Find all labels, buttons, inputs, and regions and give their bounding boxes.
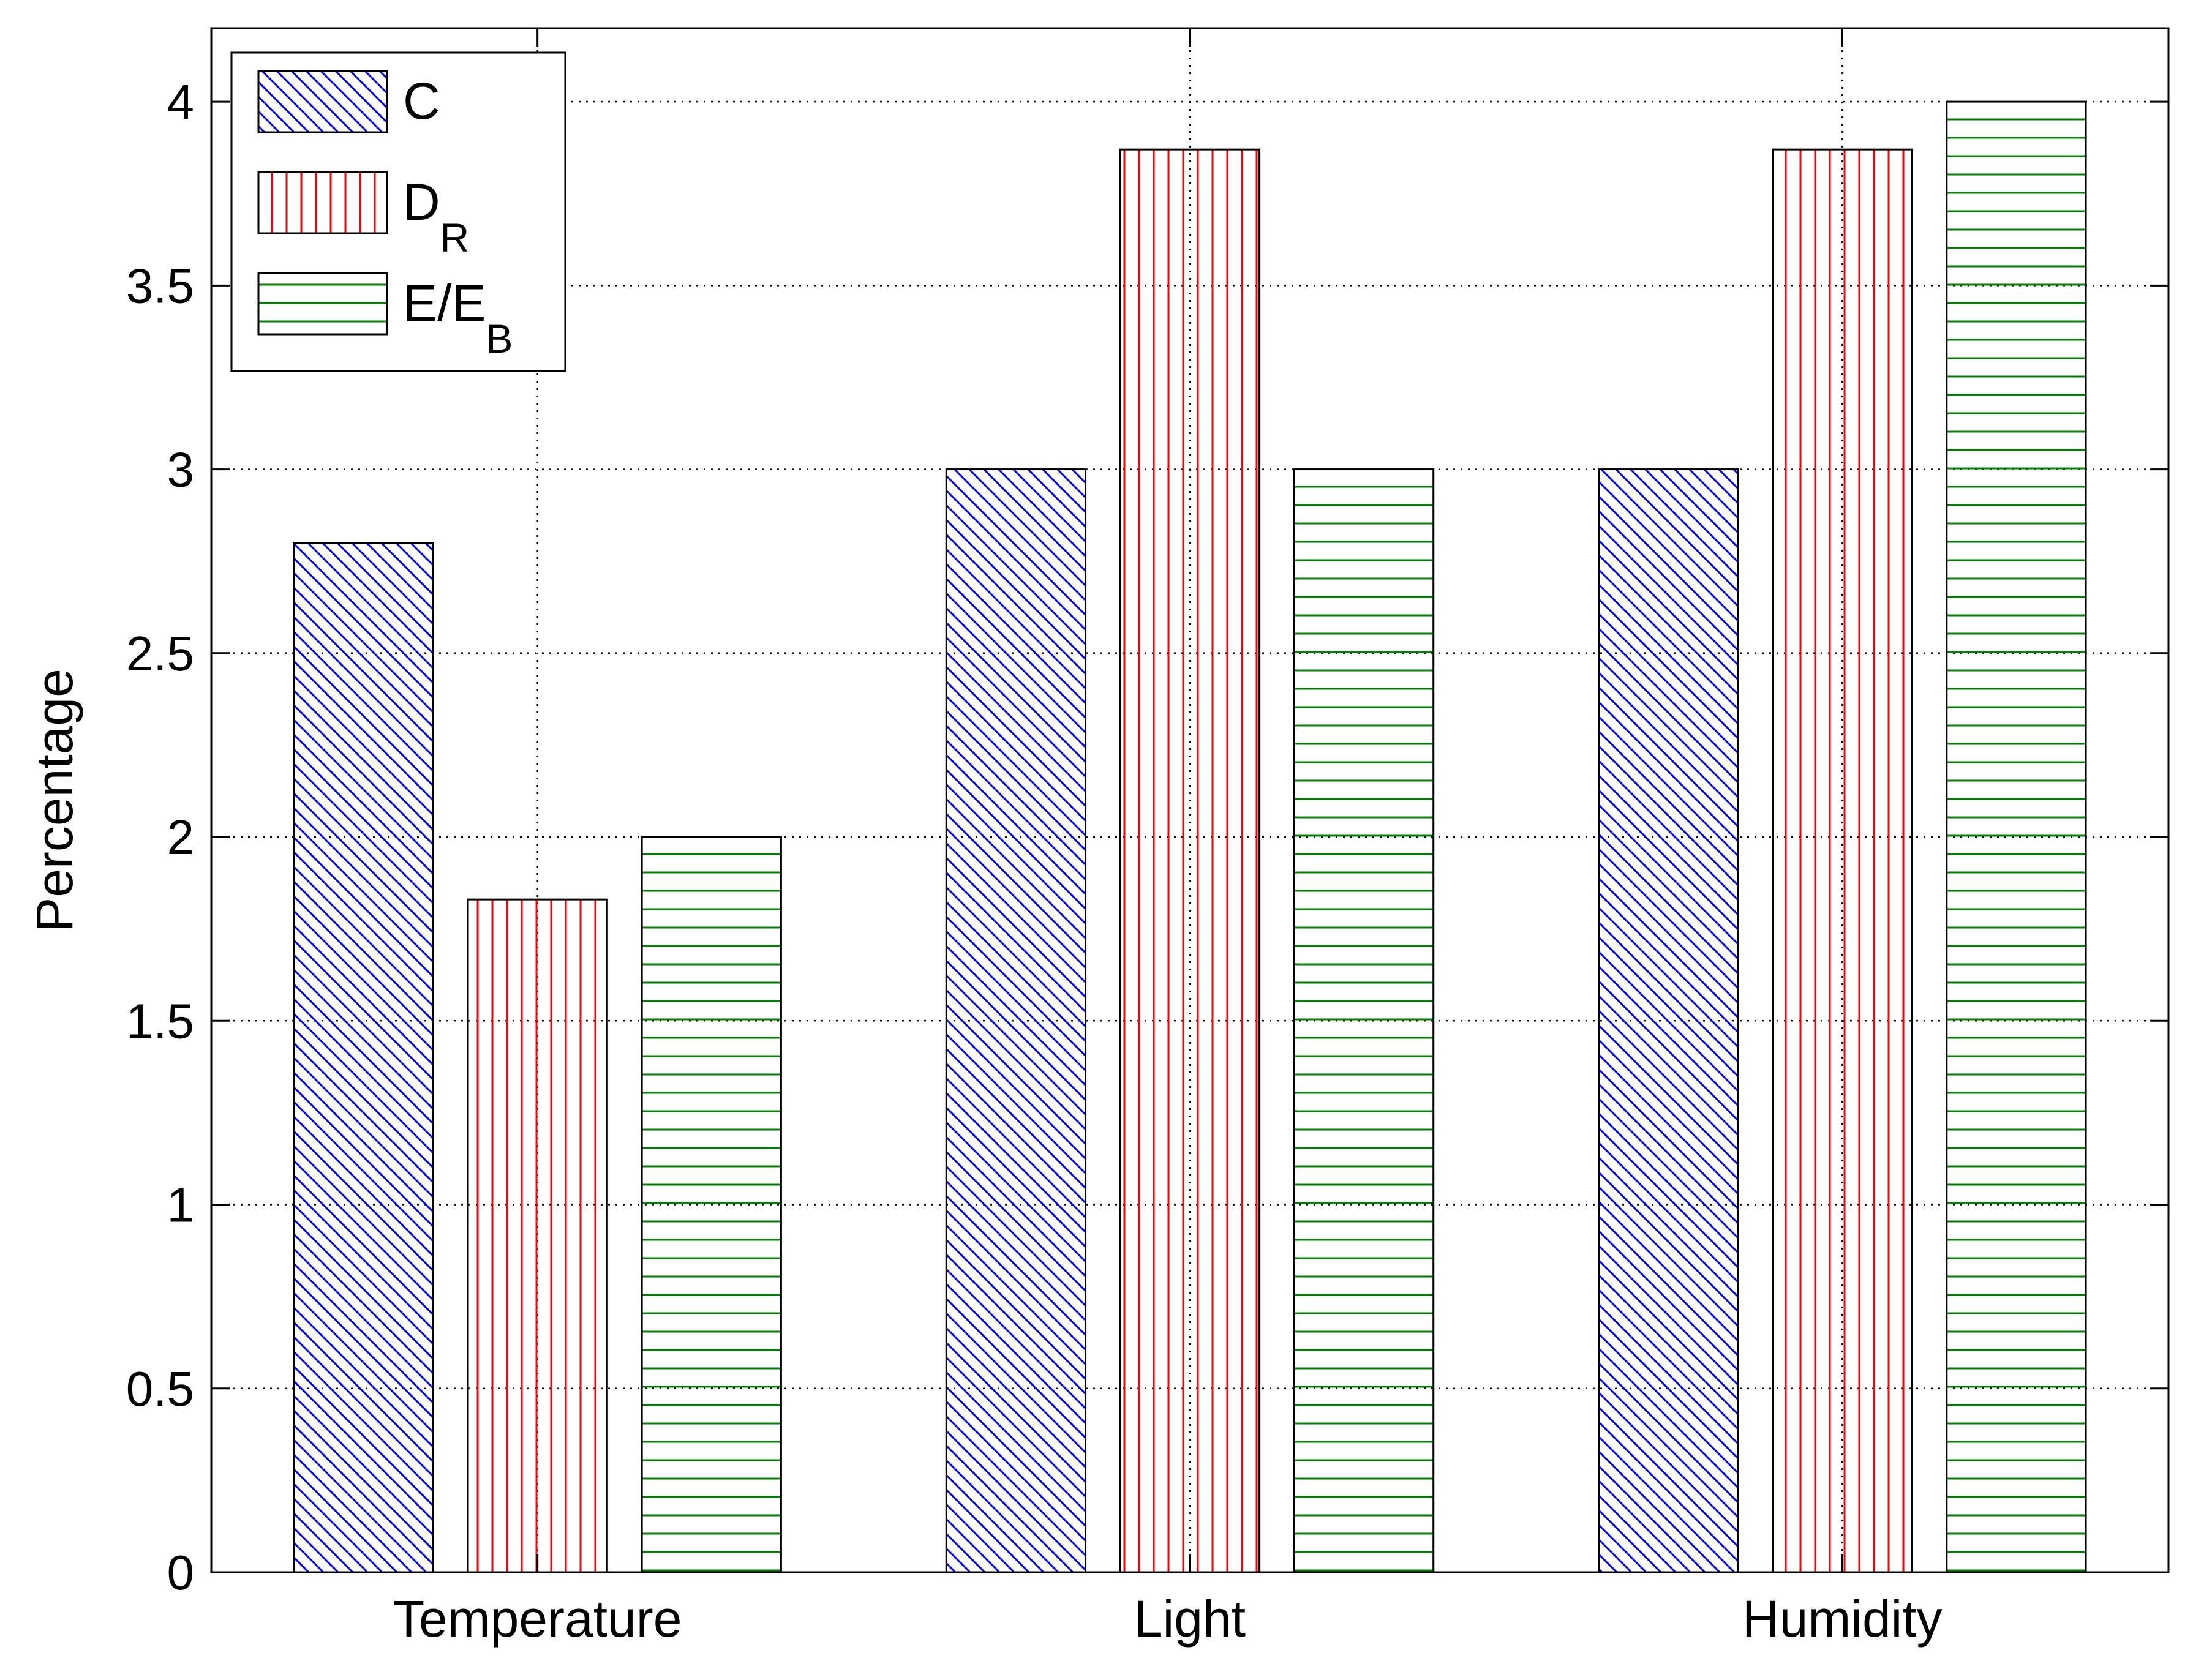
bar-d-temperature <box>467 898 608 1573</box>
legend-swatch <box>257 272 388 336</box>
legend-swatch <box>257 171 388 234</box>
y-tick-label: 4 <box>167 75 195 129</box>
bar-d-humidity <box>1772 148 1913 1573</box>
x-tick-label: Temperature <box>393 1590 682 1648</box>
legend-label: E/EB <box>403 274 513 361</box>
y-tick-label: 2.5 <box>126 626 194 681</box>
legend-label-main: D <box>403 173 440 231</box>
y-tick-label: 2 <box>167 810 195 864</box>
legend-label-subscript: R <box>440 215 470 260</box>
legend-label-main: C <box>403 72 440 130</box>
bar-ee-humidity <box>1946 100 2087 1573</box>
x-tick-label: Humidity <box>1742 1590 1943 1648</box>
bar-d-light <box>1119 148 1261 1573</box>
bar-ee-temperature <box>641 836 782 1573</box>
y-tick-label: 3 <box>167 443 195 497</box>
y-tick-label: 1 <box>167 1178 195 1232</box>
bars-group <box>293 100 2087 1573</box>
y-tick-label: 1.5 <box>126 994 194 1048</box>
x-tick-labels: Temperature Light Humidity <box>393 1590 1943 1648</box>
legend-label: DR <box>403 173 469 260</box>
y-axis-label: Percentage <box>26 669 83 932</box>
y-tick-label: 0.5 <box>126 1362 194 1416</box>
legend-label-subscript: B <box>486 316 513 361</box>
x-tick-label: Light <box>1134 1590 1246 1648</box>
bar-c-humidity <box>1598 468 1739 1573</box>
y-tick-label: 0 <box>167 1545 195 1600</box>
legend-label: C <box>403 72 440 130</box>
bar-ee-light <box>1293 468 1435 1573</box>
bar-c-temperature <box>293 542 434 1573</box>
axis-ticks <box>211 28 2169 1573</box>
legend-swatch <box>257 70 388 133</box>
y-tick-label: 3.5 <box>126 258 194 313</box>
y-tick-labels: 0 0.5 1 1.5 2 2.5 3 3.5 4 <box>126 75 194 1600</box>
legend-label-main: E/E <box>403 274 486 332</box>
bar-c-light <box>945 468 1087 1573</box>
